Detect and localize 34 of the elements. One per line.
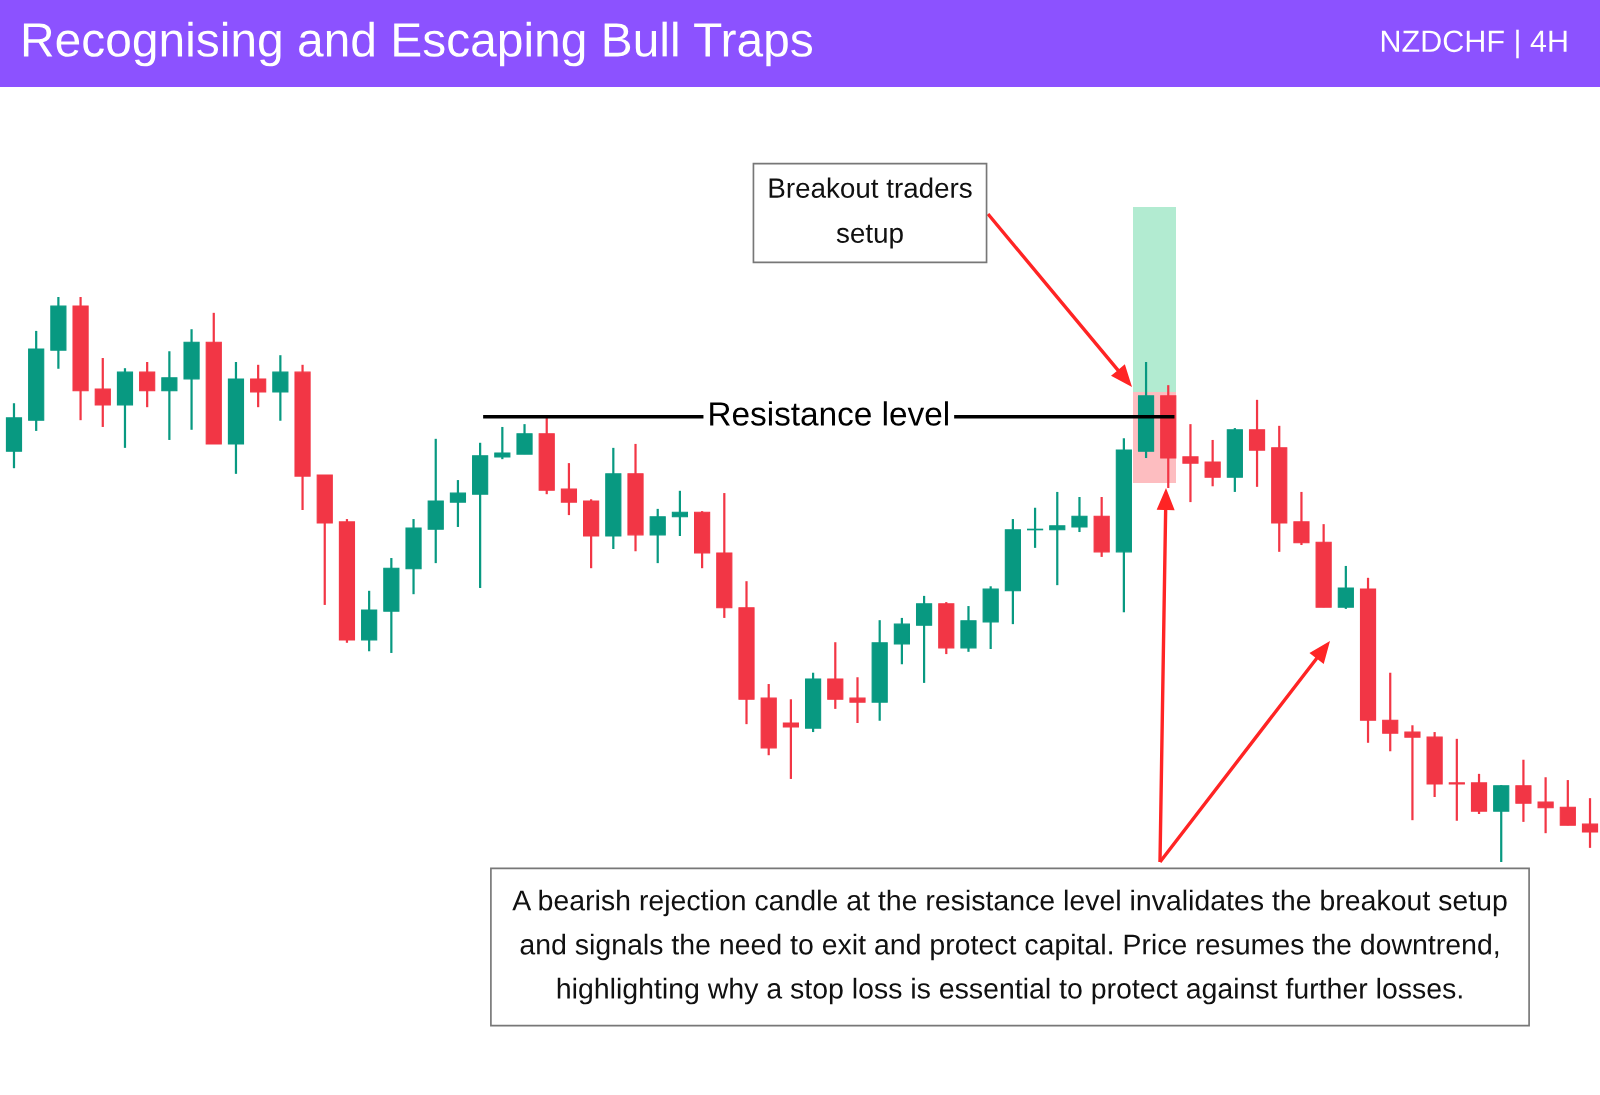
candlestick: [827, 641, 844, 710]
candlestick: [139, 360, 156, 409]
candlestick: [893, 616, 910, 666]
candlestick: [250, 363, 267, 409]
candlestick: [1071, 495, 1088, 534]
candlestick: [915, 594, 933, 685]
candlestick: [1248, 398, 1266, 488]
candlestick: [649, 507, 666, 565]
candlestick: [94, 356, 111, 429]
candlestick: [494, 425, 511, 461]
candlestick: [1382, 671, 1399, 753]
candlestick: [1448, 737, 1465, 822]
chart-title: Recognising and Escaping Bull Traps: [23, 21, 813, 67]
candlestick: [449, 478, 467, 529]
candlestick: [1404, 724, 1421, 822]
candlestick: [161, 350, 178, 442]
candlestick: [1559, 778, 1576, 827]
candlestick: [1337, 564, 1354, 610]
text: Breakout traders setup: [769, 177, 972, 249]
candlestick: [1581, 797, 1599, 849]
candlestick: [1182, 423, 1199, 504]
candlestick: [1049, 490, 1066, 587]
candlestick: [1293, 490, 1310, 547]
candlestick: [1204, 438, 1221, 488]
candlestick: [516, 423, 533, 456]
ref-line-label: Resistance level: [710, 401, 948, 426]
candlestick: [560, 462, 578, 517]
candlestick: [1537, 776, 1554, 835]
candlestick: [272, 354, 289, 422]
text: A bearish rejection candle at the resistance level invalidates the breakout setup and signals the need to exit and protect capital. Price resumes the downtrend, highlighting why a stop loss is essential to protect against further losses.: [512, 889, 1507, 1005]
candlestick: [1515, 758, 1532, 823]
candlestick: [849, 676, 866, 725]
candlestick: [782, 698, 800, 781]
chart-subtitle: NZDCHF | 4H: [1381, 29, 1567, 59]
